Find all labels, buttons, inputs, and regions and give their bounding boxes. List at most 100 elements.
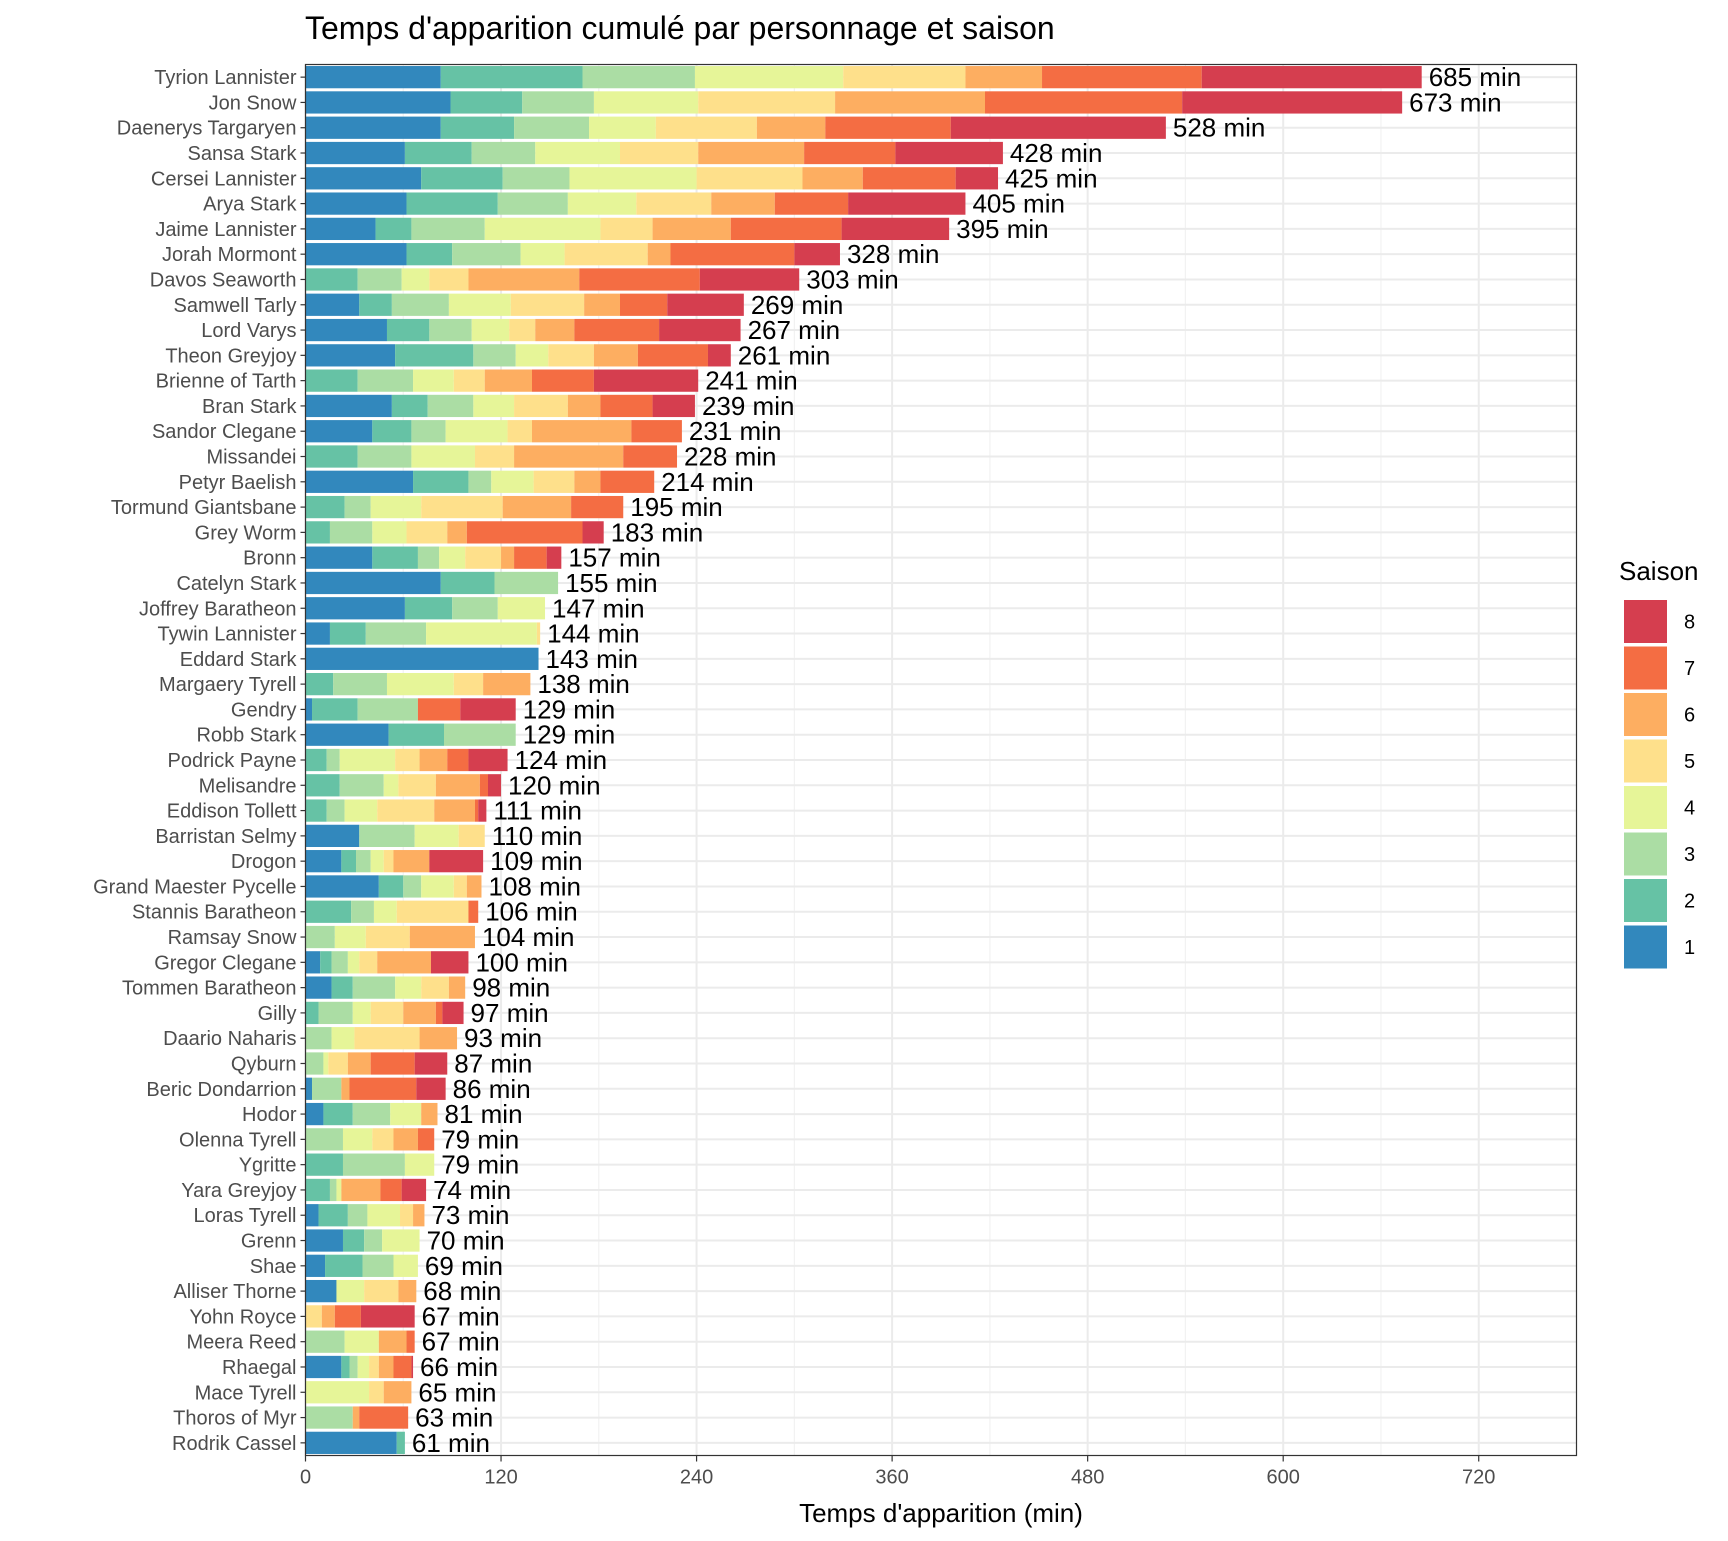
bar-group (305, 521, 604, 544)
bar-segment-season-1 (305, 1279, 337, 1303)
bar-segment-season-3 (365, 622, 427, 645)
legend-key-season-6 (1624, 693, 1667, 736)
y-tick-label: Catelyn Stark (176, 573, 297, 595)
bar-segment-season-2 (450, 91, 523, 114)
bar-segment-season-2 (396, 1431, 405, 1454)
bar-segment-season-3 (582, 66, 695, 89)
bar-segment-season-8 (411, 1355, 414, 1379)
y-tick-label: Samwell Tarly (174, 295, 297, 317)
bar-segment-season-3 (342, 1153, 405, 1176)
bar-segment-season-5 (421, 495, 503, 519)
bar-segment-season-6 (501, 546, 515, 569)
bar-segment-season-4 (386, 672, 454, 696)
bar-segment-season-4 (323, 1052, 329, 1075)
bar-segment-season-5 (305, 1305, 322, 1328)
bar-segment-season-2 (331, 976, 353, 999)
bar-segment-season-5 (696, 167, 803, 190)
bar-segment-season-5 (536, 622, 541, 645)
bar-segment-season-1 (305, 167, 422, 190)
bar-segment-season-2 (440, 66, 583, 89)
bar-segment-season-3 (452, 243, 521, 266)
bar-segment-season-6 (647, 243, 671, 266)
y-tick-label: Loras Tyrell (193, 1205, 296, 1227)
bar-segment-season-2 (305, 774, 340, 797)
bar-group (305, 597, 546, 620)
y-tick-label: Ygritte (239, 1155, 297, 1177)
bar-segment-season-2 (305, 1153, 343, 1176)
y-tick-label: Tommen Baratheon (122, 978, 297, 1000)
bar-segment-season-1 (305, 698, 313, 721)
y-tick-label: Joffrey Baratheon (139, 598, 297, 620)
bar-value-label: 269 min (751, 290, 844, 320)
bar-segment-season-2 (440, 116, 515, 139)
bar-segment-season-5 (364, 1279, 399, 1303)
bar-segment-season-1 (305, 951, 321, 974)
bar-segment-season-6 (409, 925, 475, 949)
bar-segment-season-7 (447, 748, 469, 772)
bar-value-label: 129 min (523, 694, 616, 724)
y-tick-label: Tormund Giantsbane (111, 497, 297, 519)
bar-segment-season-4 (395, 976, 422, 999)
bar-group (305, 672, 531, 696)
y-tick-label: Margaery Tyrell (159, 674, 296, 696)
bar-segment-season-3 (326, 799, 345, 822)
bar-segment-season-4 (370, 495, 422, 519)
bar-segment-season-3 (359, 824, 415, 848)
y-tick-label: Brienne of Tarth (156, 371, 297, 393)
bar-value-label: 328 min (847, 239, 940, 269)
bar-segment-season-2 (305, 900, 352, 923)
bar-value-label: 69 min (425, 1251, 503, 1281)
bar-segment-season-7 (600, 394, 653, 418)
bar-segment-season-8 (659, 318, 741, 342)
y-tick-label: Gilly (258, 1003, 297, 1025)
bar-segment-season-7 (359, 1406, 409, 1429)
bar-segment-season-7 (435, 1001, 443, 1025)
bar-segment-season-2 (421, 167, 503, 190)
bar-segment-season-5 (465, 546, 502, 569)
bar-segment-season-2 (386, 318, 430, 342)
bar-group (305, 748, 508, 772)
bar-segment-season-3 (364, 1229, 383, 1252)
bar-group (305, 445, 678, 468)
bar-segment-season-3 (344, 495, 371, 519)
bar-segment-season-5 (843, 66, 966, 89)
y-tick-label: Beric Dondarrion (146, 1079, 296, 1101)
bar-segment-season-3 (352, 976, 396, 999)
bar-segment-season-6 (321, 1305, 335, 1328)
bar-segment-season-7 (579, 268, 700, 291)
bar-group (305, 925, 475, 949)
bar-segment-season-1 (305, 597, 405, 620)
bar-group (305, 420, 682, 443)
x-tick-label: 720 (1462, 1467, 1495, 1489)
bar-segment-season-5 (619, 141, 699, 165)
bar-segment-season-6 (531, 420, 632, 443)
bar-segment-season-6 (403, 1001, 436, 1025)
bar-segment-season-4 (372, 521, 407, 544)
bar-segment-season-2 (342, 1229, 365, 1252)
legend-label: 5 (1684, 751, 1695, 773)
bar-segment-season-7 (380, 1178, 402, 1202)
x-tick-label: 480 (1071, 1467, 1104, 1489)
bar-group (305, 192, 966, 215)
bar-segment-season-3 (522, 91, 594, 114)
y-tick-label: Petyr Baelish (179, 472, 297, 494)
bar-segment-season-6 (835, 91, 985, 114)
bar-segment-season-2 (372, 546, 418, 569)
bar-segment-season-3 (362, 1254, 394, 1277)
bar-segment-season-4 (569, 167, 697, 190)
legend-label: 4 (1684, 798, 1695, 820)
bar-segment-season-1 (305, 217, 376, 241)
bar-group (305, 824, 485, 848)
bar-value-label: 195 min (630, 492, 723, 522)
y-tick-label: Bran Stark (202, 396, 297, 418)
y-tick-label: Thoros of Myr (173, 1408, 297, 1430)
bar-segment-season-4 (411, 445, 475, 468)
bar-group (305, 1077, 446, 1100)
bar-segment-season-2 (318, 1204, 348, 1227)
bar-value-label: 155 min (565, 568, 658, 598)
bar-segment-season-7 (468, 900, 479, 923)
bar-segment-season-3 (429, 318, 472, 342)
bar-segment-season-2 (388, 723, 445, 746)
bar-segment-season-4 (352, 1001, 371, 1025)
